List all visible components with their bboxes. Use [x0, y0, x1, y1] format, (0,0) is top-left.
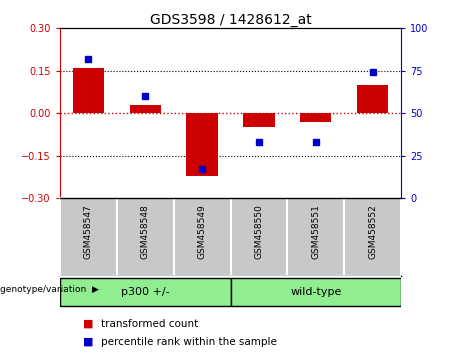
Bar [357, 85, 388, 113]
Text: GSM458552: GSM458552 [368, 205, 377, 259]
Text: GSM458548: GSM458548 [141, 205, 150, 259]
Bar [243, 113, 275, 127]
Bar [130, 105, 161, 113]
Bar [186, 113, 218, 176]
Title: GDS3598 / 1428612_at: GDS3598 / 1428612_at [150, 13, 311, 27]
Bar [73, 68, 104, 113]
Bar [344, 198, 401, 276]
Bar [117, 198, 174, 276]
Bar [230, 278, 401, 306]
Bar [174, 198, 230, 276]
Text: GSM458547: GSM458547 [84, 205, 93, 259]
Text: wild-type: wild-type [290, 287, 342, 297]
Text: percentile rank within the sample: percentile rank within the sample [101, 337, 278, 347]
Bar [60, 198, 117, 276]
Text: GSM458549: GSM458549 [198, 205, 207, 259]
Text: ■: ■ [83, 337, 94, 347]
Text: GSM458550: GSM458550 [254, 205, 263, 259]
Text: GSM458551: GSM458551 [311, 205, 320, 259]
Text: ■: ■ [83, 319, 94, 329]
Bar [300, 113, 331, 122]
Text: transformed count: transformed count [101, 319, 199, 329]
Bar [230, 198, 287, 276]
Text: genotype/variation  ▶: genotype/variation ▶ [0, 285, 99, 294]
Bar [287, 198, 344, 276]
Text: p300 +/-: p300 +/- [121, 287, 170, 297]
Bar [60, 278, 230, 306]
